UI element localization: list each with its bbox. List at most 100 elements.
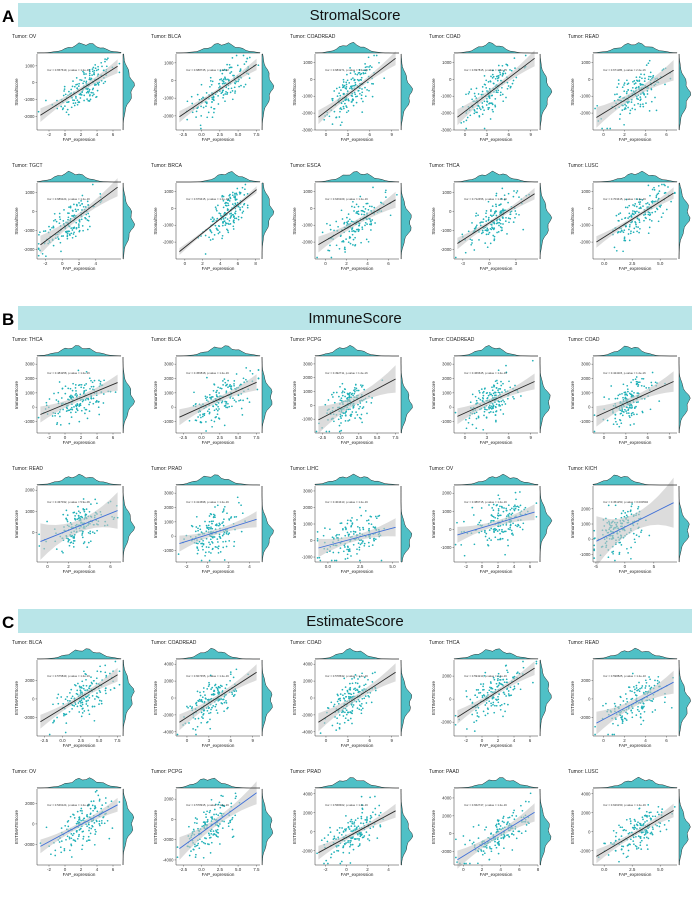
data-point [489, 686, 491, 689]
data-point [348, 419, 351, 421]
data-point [49, 228, 52, 231]
data-point [513, 190, 515, 192]
data-point [631, 711, 634, 714]
data-point [88, 72, 91, 75]
data-point [499, 409, 502, 411]
data-point [89, 530, 92, 533]
x-density [453, 473, 539, 486]
data-point [92, 402, 95, 405]
data-point [197, 527, 199, 530]
x-tick-label: 0 [324, 261, 327, 266]
y-tick-label: -1000 [163, 419, 174, 424]
regression-line [457, 381, 535, 417]
y-tick-label: 2000 [442, 674, 452, 679]
data-point [76, 409, 79, 412]
data-point [234, 196, 236, 199]
data-point [205, 524, 208, 527]
data-point [629, 416, 631, 419]
data-point [208, 559, 211, 562]
data-point [648, 214, 651, 217]
data-point [618, 425, 621, 428]
data-point [491, 515, 494, 518]
y-tick-label: 1000 [442, 190, 452, 195]
data-point [223, 424, 226, 427]
data-point [88, 88, 91, 91]
data-point [200, 416, 202, 419]
data-point [200, 105, 202, 108]
data-point [483, 388, 486, 390]
data-point [195, 402, 197, 405]
data-point [633, 686, 635, 688]
x-density [453, 648, 539, 660]
data-point [72, 80, 74, 82]
data-point [513, 687, 516, 690]
data-point [480, 683, 482, 685]
data-point [356, 553, 358, 555]
data-point [56, 423, 58, 426]
regression-line [596, 192, 674, 243]
data-point [210, 218, 212, 221]
data-point [506, 671, 509, 674]
data-point [362, 71, 365, 74]
data-point [360, 209, 363, 212]
data-point [233, 215, 235, 218]
y-tick-label: -1000 [441, 419, 452, 424]
data-point [94, 698, 96, 700]
data-point [644, 685, 647, 687]
data-point [485, 229, 488, 232]
data-point [362, 528, 365, 531]
data-point [353, 70, 356, 73]
x-tick-label: 6 [112, 435, 115, 440]
data-point [380, 559, 383, 562]
data-point [102, 393, 105, 395]
data-point [507, 693, 510, 695]
data-point [236, 187, 239, 190]
data-point [482, 394, 485, 397]
data-point [66, 520, 69, 523]
data-point [366, 202, 369, 205]
data-point [454, 543, 457, 546]
data-point [60, 250, 62, 253]
data-point [623, 237, 626, 240]
data-point [105, 692, 107, 695]
x-tick-label: 0 [325, 132, 328, 137]
data-point [341, 121, 343, 124]
data-point [77, 510, 80, 513]
data-point [346, 519, 349, 522]
data-point [73, 511, 76, 514]
data-point [643, 93, 645, 95]
tumor-label: Tumor: COAD [568, 337, 600, 343]
data-point [502, 691, 505, 694]
data-point [228, 405, 231, 408]
data-point [485, 702, 488, 704]
data-point [501, 227, 503, 229]
x-tick-label: 6 [237, 261, 240, 266]
data-point [651, 188, 654, 191]
data-point [350, 712, 353, 714]
data-point [222, 380, 224, 382]
data-point [66, 232, 69, 235]
data-point [629, 224, 631, 226]
data-point [232, 228, 235, 230]
data-point [327, 249, 329, 252]
data-point [346, 79, 349, 82]
data-point [652, 76, 654, 79]
data-point [224, 224, 227, 226]
data-point [474, 694, 476, 697]
data-point [71, 708, 73, 710]
data-point [465, 695, 468, 698]
data-point [37, 254, 40, 257]
data-point [74, 703, 77, 706]
data-point [78, 711, 81, 713]
data-point [485, 233, 488, 236]
data-point [244, 83, 247, 86]
data-point [256, 388, 259, 391]
data-point [83, 99, 85, 102]
data-point [362, 205, 365, 208]
data-point [197, 699, 199, 702]
x-density [592, 42, 678, 54]
data-point [76, 99, 79, 102]
data-point [347, 695, 350, 698]
